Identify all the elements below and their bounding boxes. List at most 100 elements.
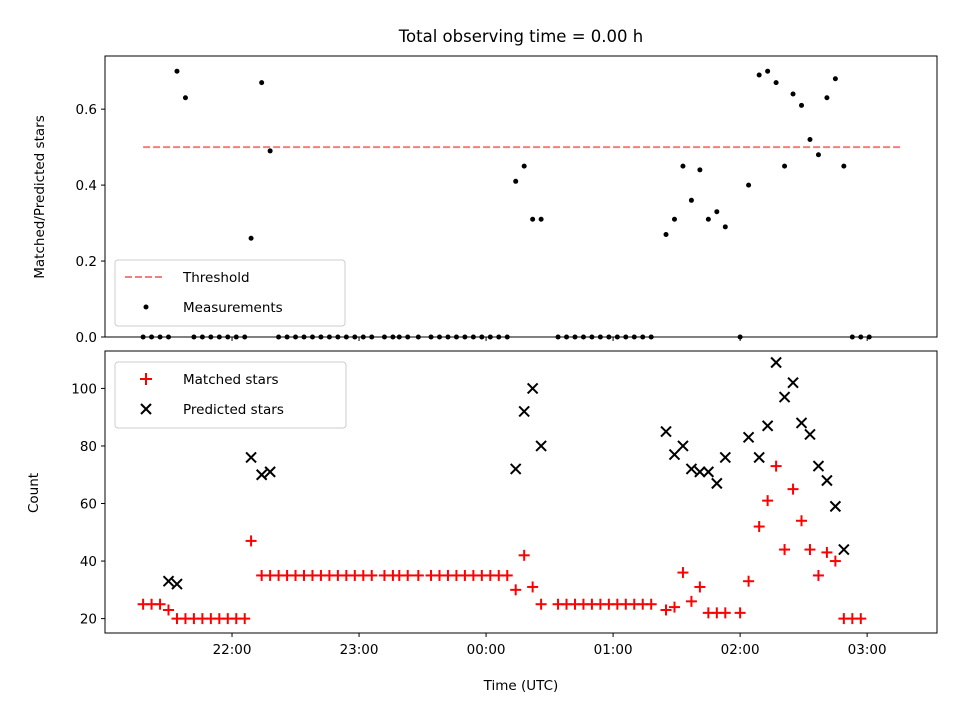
- matched-star-point: [402, 569, 414, 581]
- matched-star-point: [719, 607, 731, 619]
- measurement-point: [832, 76, 838, 82]
- bottom-y-tick-label: 100: [71, 381, 97, 397]
- top-chart-title: Total observing time = 0.00 h: [398, 27, 643, 46]
- predicted-star-point: [761, 420, 774, 432]
- predicted-star-point: [660, 425, 672, 438]
- matched-star-point: [660, 604, 672, 616]
- predicted-star-point: [778, 391, 791, 403]
- matched-star-point: [510, 584, 522, 596]
- predicted-star-point: [829, 500, 842, 513]
- top-y-axis-label: Matched/Predicted stars: [32, 115, 48, 278]
- matched-star-point: [366, 569, 378, 581]
- measurement-point: [807, 137, 813, 143]
- legend-threshold-label: Threshold: [182, 270, 250, 286]
- measurement-point: [815, 152, 821, 158]
- matched-star-point: [645, 598, 657, 610]
- bottom-y-tick-label: 80: [80, 439, 97, 455]
- predicted-star-point: [535, 440, 547, 452]
- measurement-point: [799, 102, 805, 108]
- bottom-y-axis-label: Count: [26, 473, 42, 513]
- x-tick-label: 02:00: [721, 642, 760, 658]
- predicted-star-point: [526, 382, 539, 395]
- predicted-star-point: [702, 466, 715, 478]
- predicted-star-point: [838, 543, 850, 556]
- matched-star-point: [163, 604, 175, 616]
- matched-star-point: [685, 595, 697, 607]
- predicted-star-point: [821, 474, 833, 487]
- predicted-star-point: [162, 575, 175, 587]
- predicted-star-point: [264, 466, 276, 478]
- matched-star-point: [812, 569, 824, 581]
- measurement-point: [790, 91, 796, 97]
- x-ticks: 22:00 23:00 00:00 01:00 02:00 03:00: [213, 633, 887, 658]
- predicted-star-point: [245, 451, 257, 464]
- matched-star-point: [804, 544, 816, 556]
- legend-predicted-label: Predicted stars: [183, 402, 284, 418]
- measurement-point: [521, 163, 527, 169]
- measurement-point: [841, 163, 847, 169]
- matched-star-point: [796, 515, 808, 527]
- matched-star-point: [668, 601, 680, 613]
- legend-matched-label: Matched stars: [183, 372, 279, 388]
- matched-star-point: [855, 613, 867, 625]
- top-y-tick-label: 0.6: [76, 102, 97, 118]
- legend-matched-swatch: [140, 373, 152, 385]
- matched-star-point: [821, 546, 833, 558]
- top-legend: Threshold Measurements: [114, 259, 346, 327]
- matched-star-point: [787, 483, 799, 495]
- predicted-star-point: [742, 431, 755, 444]
- measurement-point: [530, 216, 536, 222]
- measurement-point: [259, 80, 265, 86]
- predicted-star-point: [812, 460, 825, 472]
- matched-star-point: [694, 581, 706, 593]
- matched-star-point: [527, 581, 539, 593]
- predicted-star-point: [719, 451, 732, 464]
- measurement-point: [746, 182, 752, 188]
- predicted-star-point: [518, 405, 530, 418]
- x-axis-label: Time (UTC): [483, 678, 559, 694]
- predicted-star-point: [685, 463, 698, 475]
- measurement-point: [513, 178, 519, 184]
- bottom-y-tick-label: 60: [80, 497, 97, 513]
- predicted-star-point: [787, 376, 799, 389]
- measurement-point: [722, 224, 728, 230]
- legend-measurements-swatch: [143, 304, 149, 310]
- matched-star-point: [535, 598, 547, 610]
- measurement-point: [714, 209, 720, 215]
- matched-star-point: [829, 555, 841, 567]
- matched-star-point: [770, 460, 782, 472]
- top-legend-box: [114, 259, 346, 327]
- measurement-point: [182, 95, 188, 101]
- measurement-point: [782, 163, 788, 169]
- bottom-axes-frame: [104, 350, 938, 634]
- measurement-point: [773, 80, 779, 86]
- matched-star-point: [245, 535, 257, 547]
- matched-star-point: [753, 521, 765, 533]
- predicted-star-point: [668, 448, 681, 461]
- x-tick-label: 03:00: [848, 642, 887, 658]
- measurement-point: [538, 216, 544, 222]
- top-y-tick-label: 0.4: [76, 178, 97, 194]
- measurement-point: [705, 216, 711, 222]
- bottom-legend: Matched stars Predicted stars: [114, 361, 347, 429]
- measurement-point: [248, 235, 254, 241]
- matched-star-point: [412, 569, 424, 581]
- predicted-star-point: [510, 463, 522, 475]
- bottom-y-tick-label: 40: [80, 554, 97, 570]
- legend-predicted-swatch: [140, 403, 152, 415]
- x-tick-label: 23:00: [340, 642, 379, 658]
- predicted-star-point: [677, 440, 689, 452]
- measurement-point: [663, 231, 669, 237]
- bottom-y-ticks: 20 40 60 80 100: [71, 381, 105, 628]
- matched-star-point: [743, 575, 755, 587]
- measurement-point: [824, 95, 830, 101]
- measurement-point: [174, 68, 180, 74]
- matched-star-point: [154, 598, 166, 610]
- matched-star-point: [762, 495, 774, 507]
- predicted-star-point: [795, 417, 808, 429]
- legend-measurements-label: Measurements: [183, 300, 283, 316]
- measurement-point: [697, 167, 703, 173]
- predicted-star-point: [694, 466, 706, 478]
